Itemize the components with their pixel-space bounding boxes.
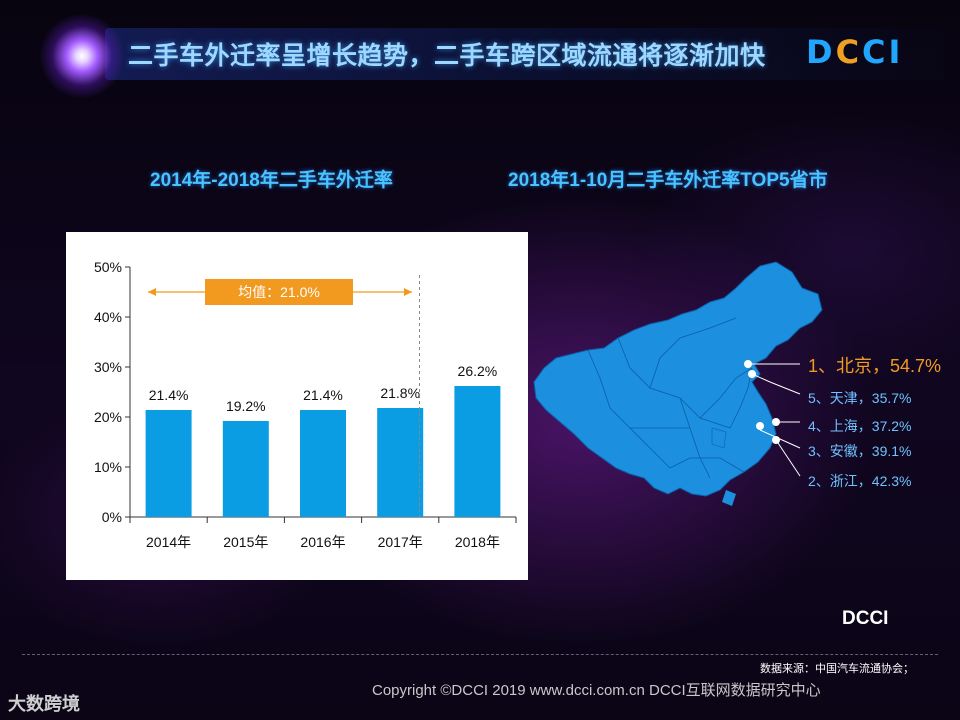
- rank-label-anhui: 3、安徽，39.1%: [808, 443, 912, 459]
- x-tick-label: 2018年: [455, 534, 500, 550]
- mean-arrow-right-icon: [404, 288, 412, 296]
- dcci-logo: DCCI: [806, 33, 904, 71]
- rank-label-zhejiang: 2、浙江，42.3%: [808, 473, 912, 489]
- bar: [222, 421, 269, 517]
- y-tick-label: 40%: [94, 309, 122, 325]
- watermark-left: 大数跨境: [8, 694, 80, 714]
- data-label: 19.2%: [226, 398, 266, 414]
- marker-shanghai: [772, 418, 780, 426]
- x-tick-label: 2015年: [223, 534, 268, 550]
- bar: [300, 410, 346, 517]
- data-label: 21.8%: [380, 385, 420, 401]
- data-label: 26.2%: [458, 363, 498, 379]
- y-tick-label: 50%: [94, 259, 122, 275]
- watermark-right: DCCI: [842, 608, 889, 629]
- bar: [454, 386, 501, 517]
- x-tick-label: 2016年: [300, 534, 345, 550]
- bar: [377, 408, 424, 517]
- x-tick-label: 2014年: [146, 534, 191, 550]
- map-region: [711, 427, 727, 449]
- x-tick-label: 2017年: [378, 534, 423, 550]
- bar-chart-title: 2014年-2018年二手车外迁率: [150, 170, 393, 191]
- data-source: 数据来源：中国汽车流通协会；: [760, 663, 914, 675]
- marker-beijing: [744, 360, 752, 368]
- mean-arrow-left-icon: [148, 288, 156, 296]
- rank-label-beijing: 1、北京，54.7%: [808, 356, 942, 376]
- rank-label-shanghai: 4、上海，37.2%: [808, 418, 912, 434]
- star-glow-icon: [40, 14, 124, 98]
- map-province-borders: [587, 317, 753, 479]
- map-title: 2018年1-10月二手车外迁率TOP5省市: [508, 170, 828, 191]
- leader-anhui: [759, 429, 801, 449]
- copyright-text: Copyright ©DCCI 2019 www.dcci.com.cn DCC…: [372, 682, 821, 699]
- china-map: [533, 261, 823, 506]
- leader-zhejiang: [775, 439, 801, 477]
- rank-label-tianjin: 5、天津，35.7%: [808, 390, 912, 406]
- data-label: 21.4%: [149, 387, 189, 403]
- bar: [145, 410, 192, 517]
- y-tick-label: 20%: [94, 409, 122, 425]
- y-tick-label: 30%: [94, 359, 122, 375]
- page-title: 二手车外迁率呈增长趋势，二手车跨区域流通将逐渐加快: [128, 41, 766, 70]
- map-china-outline: [533, 261, 823, 497]
- footer-divider: [22, 654, 938, 655]
- data-label: 21.4%: [303, 387, 343, 403]
- y-tick-label: 10%: [94, 459, 122, 475]
- leader-tianjin-h: [769, 381, 801, 395]
- marker-zhejiang: [772, 436, 780, 444]
- marker-tianjin: [748, 370, 756, 378]
- marker-anhui: [756, 422, 764, 430]
- header-band: [105, 28, 945, 80]
- mean-label: 均值：21.0%: [205, 279, 353, 305]
- y-tick-label: 0%: [102, 509, 122, 525]
- map-island-hainan: [722, 490, 736, 506]
